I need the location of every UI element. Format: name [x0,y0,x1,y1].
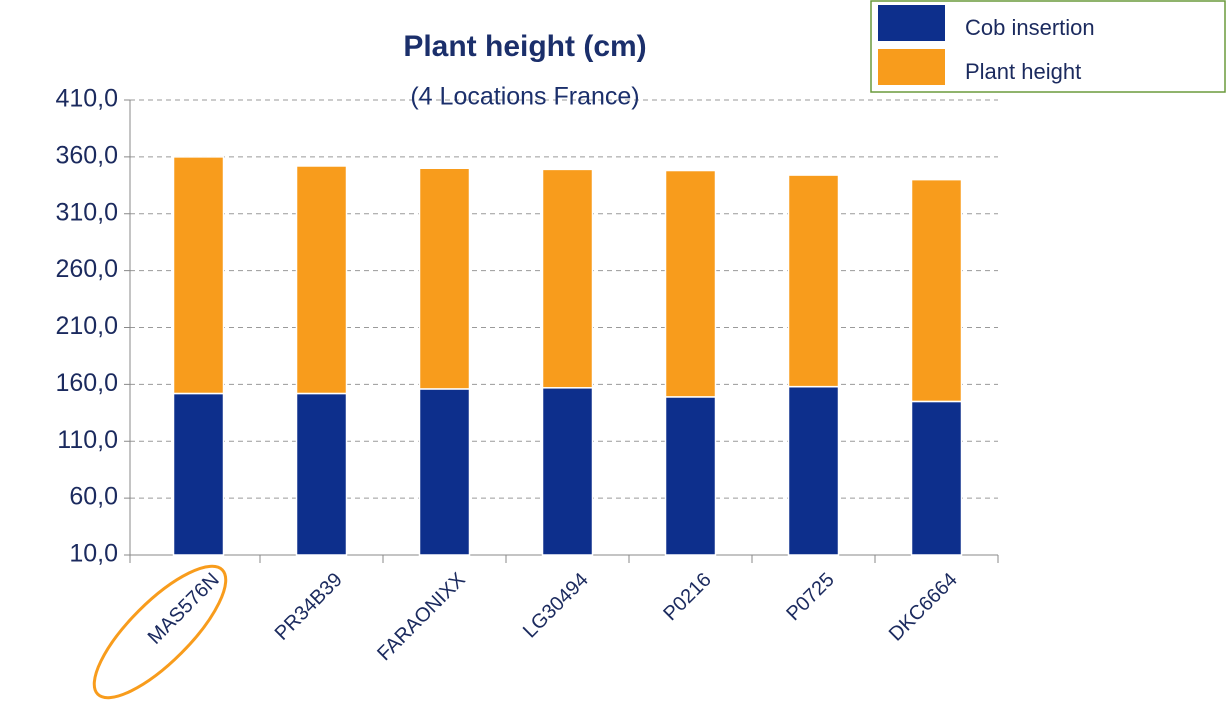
bar-segment [295,392,348,556]
bar-segment [418,388,471,556]
x-tick-label: P0216 [659,569,715,625]
bar-segment [910,178,963,403]
y-tick-label: 10,0 [69,540,118,568]
chart-subtitle: (4 Locations France) [410,83,639,111]
x-tick-label: MAS576N [144,569,224,649]
y-tick-label: 360,0 [55,141,118,169]
x-tick-label: PR34B39 [271,569,347,645]
x-tick-label: P0725 [782,569,838,625]
y-tick-label: 160,0 [55,369,118,397]
x-tick-label: DKC6664 [885,569,962,646]
bar-segment [295,165,348,395]
legend-label: Plant height [965,59,1081,84]
chart-title: Plant height (cm) [403,30,646,63]
x-tick-label: LG30494 [519,569,593,643]
bar-segment [172,392,225,556]
x-tick-label: FARAONIXX [373,569,470,666]
y-tick-label: 110,0 [57,426,118,454]
y-tick-label: 260,0 [55,255,118,283]
bar-segment [541,168,594,389]
bar-segment [541,387,594,556]
legend-swatch [878,5,945,41]
highlight-circle [92,564,228,700]
y-tick-label: 60,0 [69,483,118,511]
bar-segment [664,169,717,398]
bar-segment [418,167,471,390]
bar-segment [910,400,963,556]
legend-swatch [878,49,945,85]
legend-label: Cob insertion [965,15,1095,40]
bar-segment [664,396,717,556]
y-tick-label: 210,0 [55,312,118,340]
bar-segment [172,156,225,395]
y-tick-label: 310,0 [55,198,118,226]
y-tick-label: 410,0 [55,85,118,113]
bar-segment [787,385,840,556]
bar-segment [787,174,840,388]
